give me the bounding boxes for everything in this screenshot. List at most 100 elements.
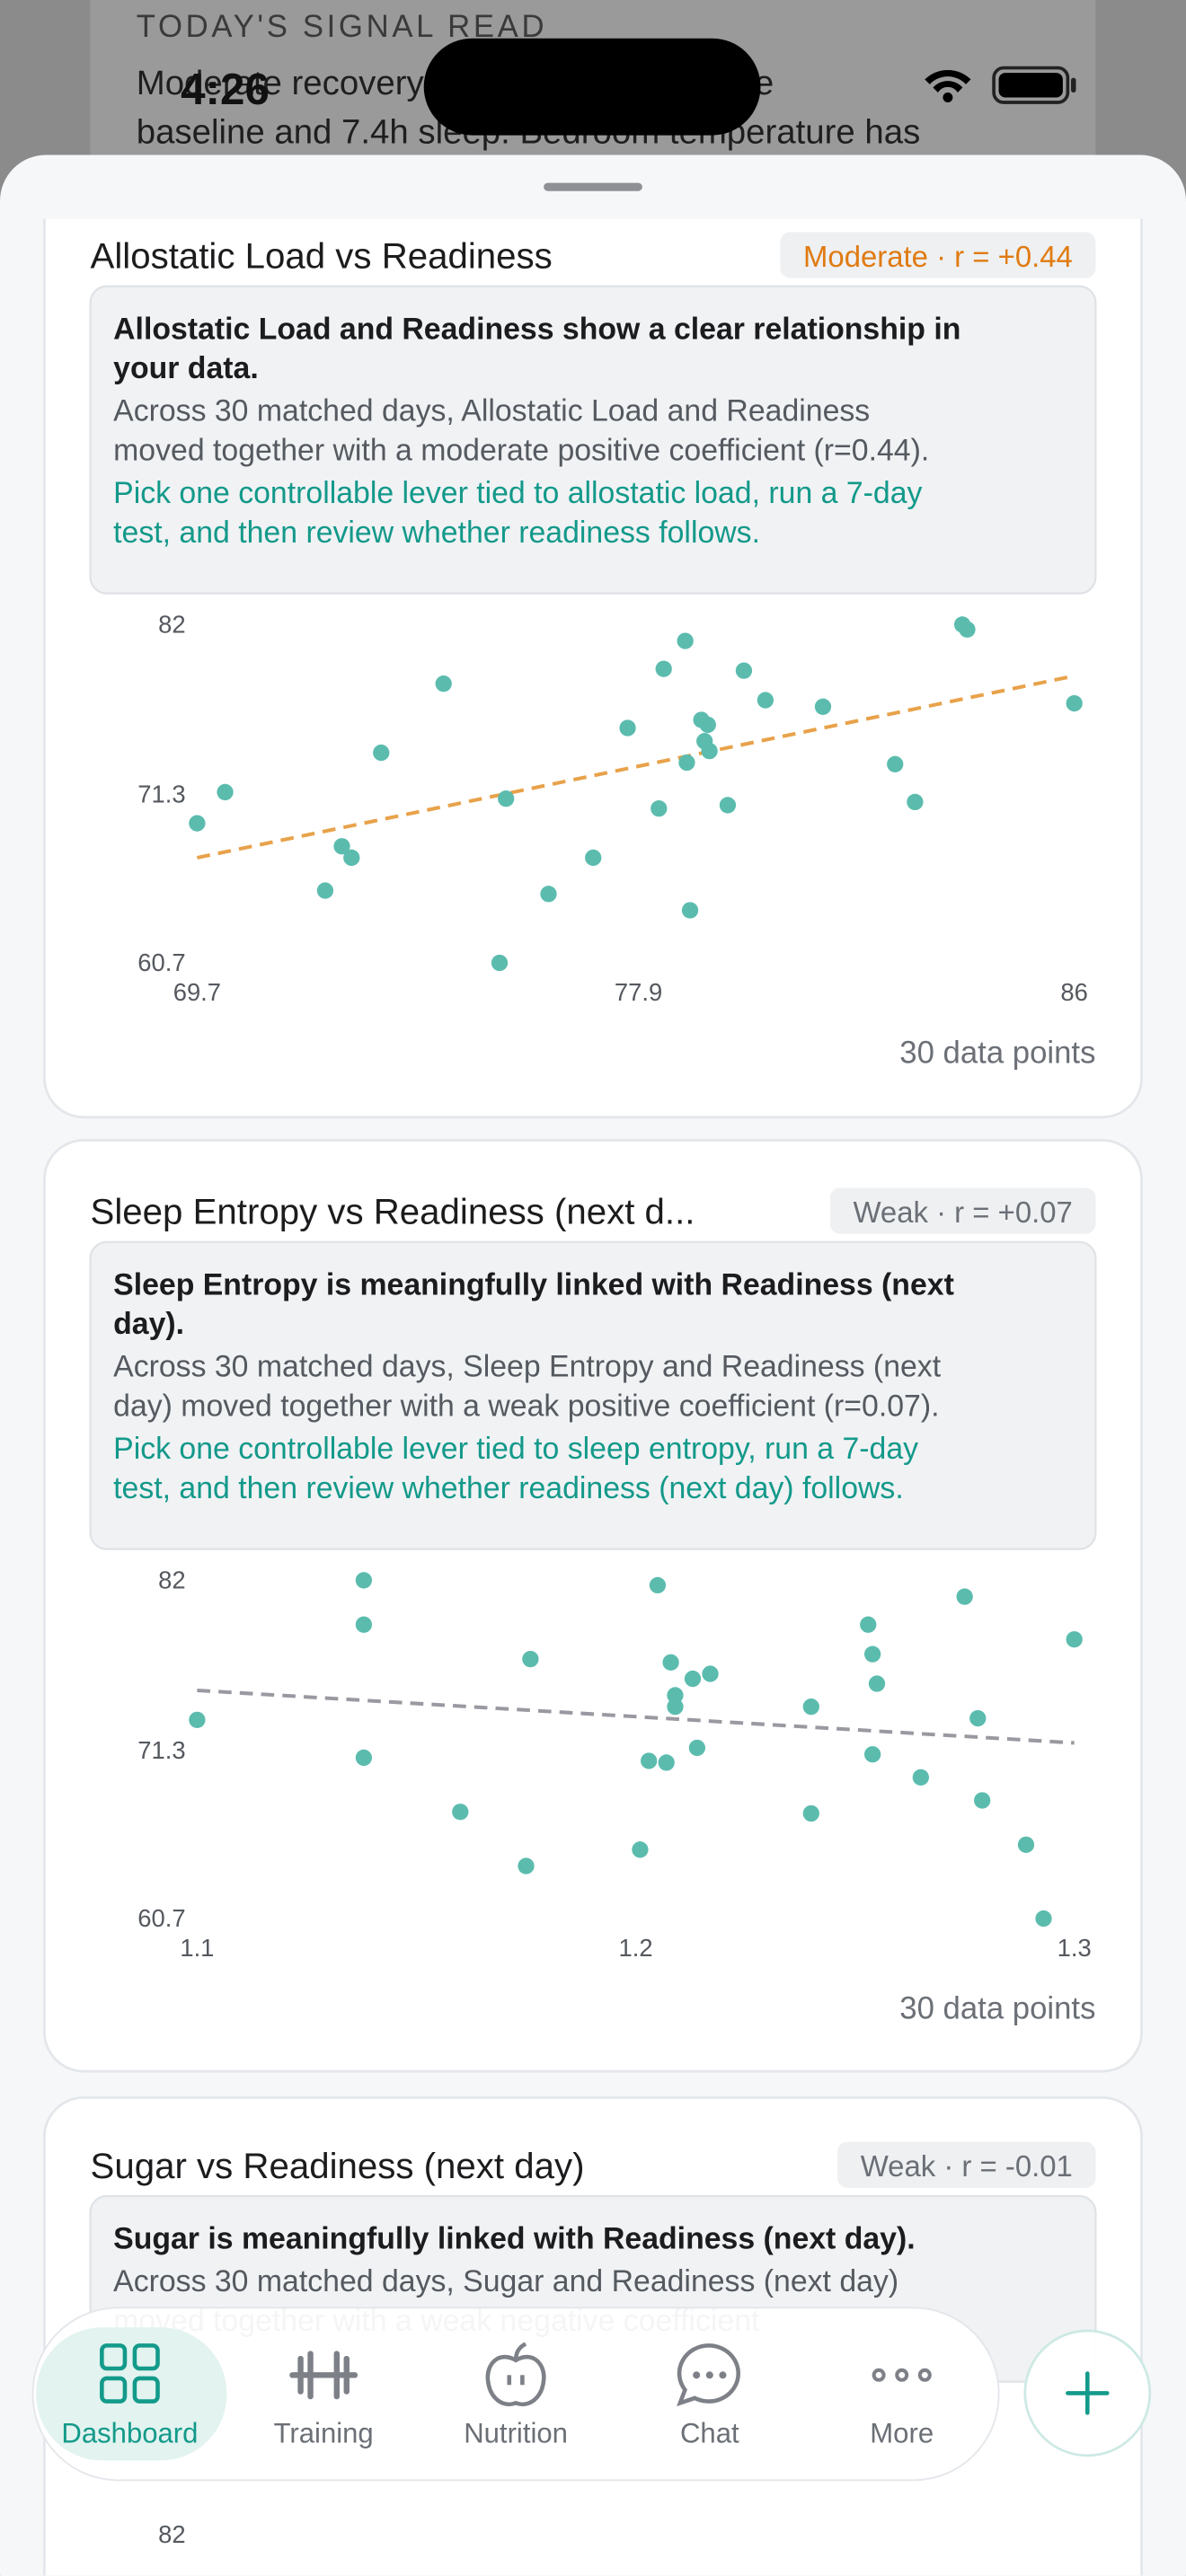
scatter-point <box>1035 1910 1052 1928</box>
scatter-point <box>887 755 904 772</box>
wifi-icon <box>925 69 971 102</box>
scatter-point <box>651 799 668 817</box>
scatter-point <box>678 754 695 772</box>
trend-line <box>197 1688 1075 1745</box>
tab-label[interactable]: Chat <box>680 2417 739 2448</box>
y-tick-label: 60.7 <box>137 1904 185 1932</box>
background-label: TODAY'S SIGNAL READ <box>137 10 547 44</box>
scatter-point <box>667 1687 684 1704</box>
sheet-handle[interactable] <box>544 182 642 191</box>
scatter-point <box>802 1698 819 1716</box>
scatter-point <box>702 1665 719 1682</box>
scatter-point <box>681 902 699 919</box>
scatter-point <box>956 1588 973 1605</box>
scatter-point <box>969 1709 987 1727</box>
scatter-point <box>860 1616 877 1633</box>
insight-action: Pick one controllable lever tied to slee… <box>113 1432 918 1466</box>
dynamic-island <box>423 38 761 136</box>
scatter-point <box>540 886 557 903</box>
insight-headline: Allostatic Load and Readiness show a cle… <box>113 312 960 346</box>
scatter-point <box>655 660 672 677</box>
scatter-point <box>435 675 452 693</box>
card-title: Sleep Entropy vs Readiness (next d... <box>91 1192 695 1232</box>
scatter-point <box>667 1698 684 1716</box>
scatter-point <box>907 793 924 811</box>
tab-label[interactable]: Dashboard <box>61 2417 198 2448</box>
scatter-point <box>333 838 350 855</box>
strength-badge <box>837 2141 1096 2188</box>
scatter-point <box>452 1804 469 1821</box>
scatter-point <box>619 719 636 737</box>
scatter-point <box>355 1572 373 1589</box>
scatter-point <box>814 698 832 715</box>
scatter-point <box>355 1749 373 1767</box>
more-icon <box>872 2368 932 2382</box>
data-count: 30 data points <box>899 1037 1095 1071</box>
training-icon <box>289 2351 358 2400</box>
x-tick-label: 1.2 <box>618 1934 652 1962</box>
y-tick-label: 82 <box>158 611 185 639</box>
insight-action: test, and then review whether readiness … <box>113 516 760 550</box>
dashboard-icon <box>100 2343 160 2404</box>
scatter-point <box>863 1746 881 1763</box>
status-time: 4:26 <box>181 65 270 114</box>
scatter-point <box>719 797 737 814</box>
scatter-point <box>974 1792 991 1809</box>
insight-body: Across 30 matched days, Allostatic Load … <box>113 394 870 428</box>
insight-box <box>89 1240 1097 1550</box>
card-list: Allostatic Load vs Readiness Moderate · r… <box>42 218 1144 2576</box>
strength-badge-label: Moderate · r = +0.44 <box>803 240 1073 273</box>
insight-box <box>89 285 1097 595</box>
scatter-point <box>649 1576 667 1594</box>
nutrition-icon <box>485 2342 546 2406</box>
scatter-point <box>355 1616 373 1633</box>
chat-icon <box>677 2343 740 2407</box>
scatter-point <box>1066 1631 1083 1648</box>
y-tick-label: 82 <box>158 1566 185 1594</box>
tab-bar: Dashboard Training Nutrition Chat More <box>31 2307 1152 2482</box>
scatter-point <box>863 1645 881 1663</box>
x-tick-label: 1.1 <box>180 1934 214 1962</box>
strength-badge-label: Weak · r = +0.07 <box>853 1195 1072 1229</box>
scatter-point <box>868 1675 886 1692</box>
scatter-point <box>658 1754 675 1771</box>
scatter-point <box>585 849 602 867</box>
card-title: Allostatic Load vs Readiness <box>91 236 553 277</box>
scatter-point <box>498 790 515 807</box>
tab-label[interactable]: More <box>870 2417 934 2448</box>
y-tick-label: 71.3 <box>137 1736 185 1764</box>
scatter-point <box>373 744 390 762</box>
data-count: 30 data points <box>899 1992 1095 2026</box>
add-icon <box>1066 2371 1110 2415</box>
battery-icon <box>992 66 1076 104</box>
x-tick-label: 1.3 <box>1058 1934 1092 1962</box>
insight-headline: day). <box>113 1307 184 1341</box>
y-tick-label: 82 <box>158 2520 185 2548</box>
scatter-point <box>1066 694 1083 712</box>
scatter-point <box>912 1769 929 1786</box>
scatter-point <box>189 815 206 832</box>
insight-body: moved together with a moderate positive … <box>113 434 929 468</box>
insight-headline: your data. <box>113 351 259 385</box>
scatter-point <box>518 1857 535 1875</box>
scatter-point <box>699 716 716 734</box>
scatter-point <box>662 1654 679 1671</box>
tab-bar-bg <box>31 2307 1000 2482</box>
scatter-point <box>491 954 509 972</box>
insight-card: Allostatic Load vs Readiness Moderate · r… <box>43 218 1143 1119</box>
scatter-point <box>701 742 718 760</box>
tab-active-bg <box>36 2327 227 2461</box>
scatter-point <box>959 621 976 639</box>
insight-action: Pick one controllable lever tied to allo… <box>113 476 922 510</box>
insight-body: Across 30 matched days, Sugar and Readin… <box>113 2264 898 2298</box>
insight-card: Sleep Entropy vs Readiness (next d... Wea… <box>42 1139 1144 2073</box>
scatter-point <box>316 882 334 899</box>
tab-label[interactable]: Training <box>274 2417 374 2448</box>
tab-label[interactable]: Nutrition <box>464 2417 568 2448</box>
y-tick-label: 71.3 <box>137 781 185 808</box>
insight-body: day) moved together with a weak positive… <box>113 1389 939 1424</box>
scatter-point <box>802 1804 819 1822</box>
x-tick-label: 86 <box>1060 978 1087 1006</box>
scatter-point <box>735 662 753 679</box>
